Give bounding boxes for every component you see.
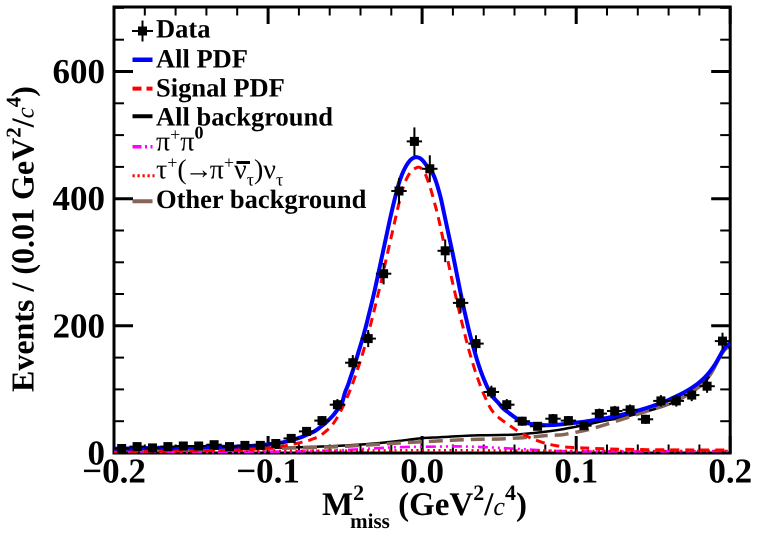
svg-text:τ+(→π+ντ)ντ: τ+(→π+ντ)ντ [156, 153, 283, 190]
svg-text:0.1: 0.1 [554, 451, 598, 490]
svg-text:Signal PDF: Signal PDF [156, 73, 285, 103]
svg-text:200: 200 [53, 306, 106, 345]
svg-text:All PDF: All PDF [156, 44, 248, 74]
svg-text:600: 600 [53, 52, 106, 91]
svg-text:Data: Data [156, 13, 210, 43]
svg-text:−0.1: −0.1 [236, 451, 300, 490]
svg-text:0.0: 0.0 [400, 451, 444, 490]
svg-text:−0.2: −0.2 [82, 451, 146, 490]
svg-text:0.2: 0.2 [708, 451, 752, 490]
svg-text:Other background: Other background [156, 184, 367, 214]
svg-text:0: 0 [88, 434, 106, 473]
svg-text:400: 400 [53, 179, 106, 218]
svg-text:All background: All background [156, 101, 333, 131]
